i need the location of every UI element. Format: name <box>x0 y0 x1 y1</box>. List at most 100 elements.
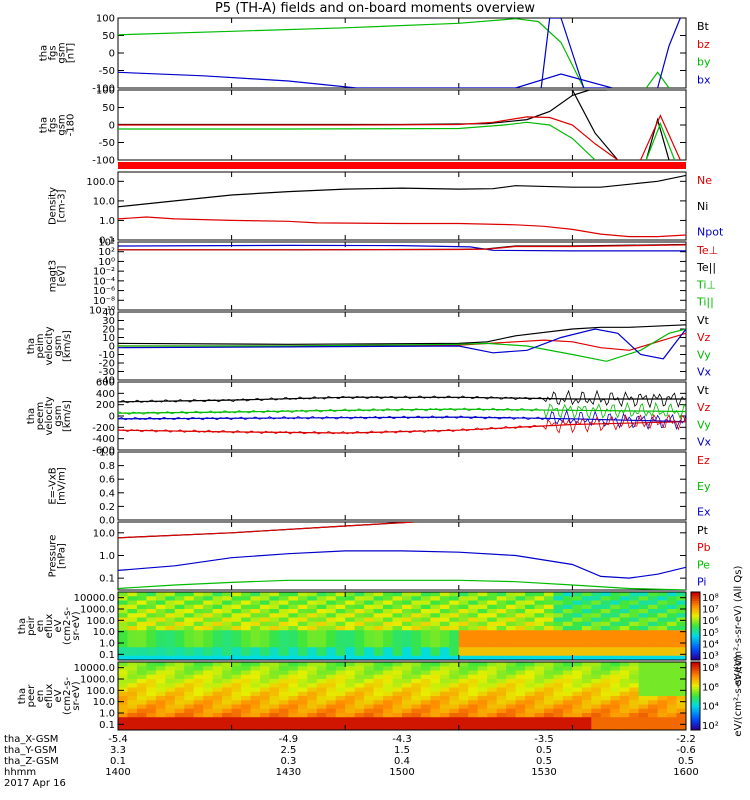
colorbar-swatch <box>691 696 700 699</box>
spectrogram-cell <box>553 713 564 718</box>
spectrogram-cell <box>231 662 242 667</box>
spectrogram-cell <box>676 696 686 701</box>
spectrogram-cell <box>487 600 498 606</box>
spectrogram-cell <box>572 717 583 723</box>
spectrogram-cell <box>297 609 308 614</box>
spectrogram-cell <box>345 717 356 723</box>
spectrogram-cell <box>174 630 185 636</box>
spectrogram-cell <box>146 687 157 693</box>
spectrogram-cell <box>260 670 271 676</box>
spectrogram-cell <box>468 696 479 701</box>
spectrogram-cell <box>222 708 233 714</box>
spectrogram-cell <box>241 700 252 706</box>
spectrogram-cell <box>364 634 375 640</box>
spectrogram-cell <box>222 638 233 644</box>
spectrogram-cell <box>127 647 138 653</box>
spectrogram-cell <box>449 700 460 706</box>
spectrogram-cell <box>411 596 422 602</box>
spectrogram-cell <box>316 609 327 614</box>
spectrogram-cell <box>345 604 356 610</box>
ephemeris-value: 0.5 <box>536 756 552 767</box>
spectrogram-cell <box>430 687 441 693</box>
spectrogram-cell <box>411 626 422 631</box>
colorbar-tick: 10⁴ <box>702 702 719 713</box>
spectrogram-cell <box>430 638 441 644</box>
spectrogram-cell <box>515 617 526 623</box>
spectrogram-cell <box>307 638 318 644</box>
spectrogram-cell <box>411 655 422 660</box>
spectrogram-cell <box>411 662 422 667</box>
spectrogram-cell <box>525 647 536 653</box>
spectrogram-cell <box>222 655 233 660</box>
y-tick-label: 0.1 <box>99 720 115 731</box>
spectrogram-cell <box>335 621 346 627</box>
spectrogram-cell <box>212 679 223 684</box>
spectrogram-cell <box>477 700 488 706</box>
spectrogram-cell <box>676 679 686 684</box>
spectrogram-cell <box>354 674 365 680</box>
spectrogram-cell <box>297 691 308 697</box>
spectrogram-cell <box>515 687 526 693</box>
spectrogram-cell <box>335 613 346 619</box>
spectrogram-cell <box>420 704 431 710</box>
spectrogram-cell <box>174 691 185 697</box>
spectrogram-cell <box>544 679 555 684</box>
spectrogram-cell <box>184 604 195 610</box>
spectrogram-cell <box>534 662 545 667</box>
spectrogram-cell <box>231 713 242 718</box>
spectrogram-cell <box>307 626 318 631</box>
spectrogram-cell <box>222 596 233 602</box>
spectrogram-cell <box>562 655 573 660</box>
spectrogram-cell <box>449 604 460 610</box>
spectrogram-cell <box>136 621 147 627</box>
spectrogram-cell <box>420 609 431 614</box>
spectrogram-cell <box>203 683 214 689</box>
spectrogram-cell <box>241 643 252 648</box>
spectrogram-cell <box>127 687 138 693</box>
spectrogram-cell <box>345 691 356 697</box>
spectrogram-cell <box>619 713 630 718</box>
spectrogram-cell <box>222 674 233 680</box>
spectrogram-cell <box>127 626 138 631</box>
spectrogram-cell <box>278 647 289 653</box>
spectrogram-cell <box>184 662 195 667</box>
spectrogram-cell <box>581 679 592 684</box>
spectrogram-cell <box>155 700 166 706</box>
spectrogram-cell <box>449 725 460 730</box>
spectrogram-cell <box>402 725 413 730</box>
spectrogram-cell <box>364 604 375 610</box>
spectrogram-cell <box>657 651 668 657</box>
spectrogram-cell <box>629 638 640 644</box>
spectrogram-cell <box>430 651 441 657</box>
spectrogram-cell <box>288 662 299 667</box>
spectrogram-cell <box>420 651 431 657</box>
spectrogram-cell <box>629 643 640 648</box>
spectrogram-cell <box>326 621 337 627</box>
spectrogram-cell <box>118 630 129 636</box>
spectrogram-cell <box>184 725 195 730</box>
series-line-Bt <box>571 90 619 160</box>
spectrogram-cell <box>146 666 157 672</box>
spectrogram-cell <box>326 717 337 723</box>
colorbar-swatch <box>691 598 700 602</box>
spectrogram-cell <box>184 683 195 689</box>
spectrogram-cell <box>648 662 659 667</box>
spectrogram-cell <box>591 687 602 693</box>
spectrogram-cell <box>591 708 602 714</box>
legend-entry: Vx <box>697 366 712 379</box>
spectrogram-cell <box>591 621 602 627</box>
spectrogram-cell <box>629 617 640 623</box>
spectrogram-cell <box>477 609 488 614</box>
spectrogram-cell <box>127 679 138 684</box>
spectrogram-cell <box>288 717 299 723</box>
spectrogram-cell <box>307 713 318 718</box>
spectrogram-cell <box>496 626 507 631</box>
spectrogram-cell <box>629 609 640 614</box>
spectrogram-cell <box>420 647 431 653</box>
spectrogram-cell <box>515 679 526 684</box>
spectrogram-cell <box>155 662 166 667</box>
spectrogram-cell <box>250 704 261 710</box>
spectrogram-cell <box>392 626 403 631</box>
spectrogram-cell <box>203 643 214 648</box>
spectrogram-cell <box>657 647 668 653</box>
